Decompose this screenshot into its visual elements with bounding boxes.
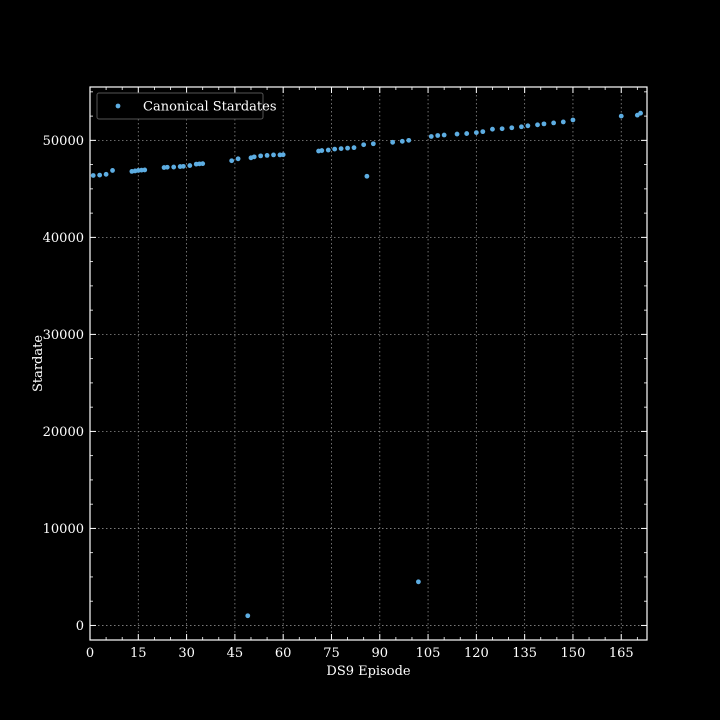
data-point bbox=[406, 137, 412, 143]
data-point bbox=[435, 133, 441, 138]
plot-frame bbox=[89, 86, 648, 641]
data-point bbox=[399, 138, 405, 144]
data-point bbox=[638, 110, 643, 116]
x-tick-label: 30 bbox=[178, 646, 195, 661]
data-point bbox=[570, 117, 576, 123]
y-tick-label: 0 bbox=[76, 619, 84, 634]
data-point bbox=[499, 126, 505, 132]
data-point bbox=[110, 168, 115, 173]
data-point bbox=[390, 139, 396, 145]
x-tick-label: 90 bbox=[371, 646, 388, 661]
data-point bbox=[280, 152, 286, 158]
data-point bbox=[361, 142, 367, 148]
y-tick-label: 40000 bbox=[43, 231, 84, 246]
data-point bbox=[271, 152, 276, 158]
data-point bbox=[428, 134, 434, 139]
legend: Canonical Stardates bbox=[96, 92, 277, 120]
data-point bbox=[541, 121, 547, 127]
data-point bbox=[164, 164, 170, 170]
y-tick-label: 50000 bbox=[43, 134, 84, 149]
data-point bbox=[345, 145, 350, 151]
legend-marker bbox=[115, 103, 121, 109]
data-point bbox=[97, 172, 103, 178]
x-tick-label: 135 bbox=[512, 646, 537, 661]
data-point bbox=[103, 171, 109, 177]
data-point bbox=[525, 123, 531, 129]
data-point bbox=[235, 156, 241, 162]
data-points bbox=[90, 110, 643, 619]
data-point bbox=[441, 132, 447, 138]
data-point bbox=[416, 579, 421, 585]
x-tick-label: 60 bbox=[275, 646, 292, 661]
data-point bbox=[325, 147, 331, 153]
y-tick-label: 10000 bbox=[43, 522, 84, 537]
x-tick-label: 165 bbox=[609, 646, 634, 661]
x-tick-label: 150 bbox=[561, 646, 586, 661]
data-point bbox=[142, 167, 148, 173]
legend-label: Canonical Stardates bbox=[143, 100, 277, 115]
x-tick-label: 15 bbox=[130, 646, 147, 661]
x-tick-label: 120 bbox=[464, 646, 489, 661]
data-point bbox=[490, 126, 495, 132]
data-point bbox=[229, 158, 235, 164]
y-tick-label: 20000 bbox=[43, 425, 84, 440]
data-point bbox=[338, 146, 344, 152]
data-point bbox=[551, 120, 557, 126]
data-point bbox=[251, 154, 257, 160]
data-point bbox=[618, 113, 624, 119]
data-point bbox=[351, 145, 357, 151]
y-tick-label: 30000 bbox=[43, 328, 84, 343]
data-point bbox=[90, 173, 96, 178]
data-point bbox=[171, 164, 177, 170]
data-point bbox=[454, 131, 460, 137]
data-point bbox=[200, 161, 206, 167]
data-point bbox=[180, 163, 186, 169]
data-point bbox=[480, 129, 486, 135]
data-point bbox=[473, 130, 479, 135]
x-tick-label: 45 bbox=[227, 646, 244, 661]
y-axis-label: Stardate bbox=[31, 335, 46, 392]
data-point bbox=[264, 152, 270, 158]
data-point bbox=[319, 148, 325, 153]
x-axis-label: DS9 Episode bbox=[326, 664, 411, 679]
data-point bbox=[364, 173, 370, 179]
legend-box bbox=[96, 92, 264, 120]
data-point bbox=[332, 146, 338, 152]
axis-ticks bbox=[89, 87, 647, 640]
data-point bbox=[535, 122, 540, 128]
x-tick-label: 75 bbox=[323, 646, 340, 661]
data-point bbox=[519, 124, 524, 130]
x-tick-label: 105 bbox=[416, 646, 441, 661]
data-point bbox=[509, 125, 515, 131]
data-point bbox=[245, 613, 251, 619]
x-tick-label: 0 bbox=[86, 646, 94, 661]
tick-labels: 0 15 30 45 60 75 90 105 120 135 150 165 0 10000 20000 3… bbox=[43, 134, 634, 661]
data-point bbox=[464, 131, 470, 136]
data-point bbox=[187, 163, 193, 168]
grid-lines bbox=[89, 87, 647, 640]
data-point bbox=[258, 153, 264, 159]
data-point bbox=[560, 119, 566, 125]
data-point bbox=[370, 141, 376, 147]
